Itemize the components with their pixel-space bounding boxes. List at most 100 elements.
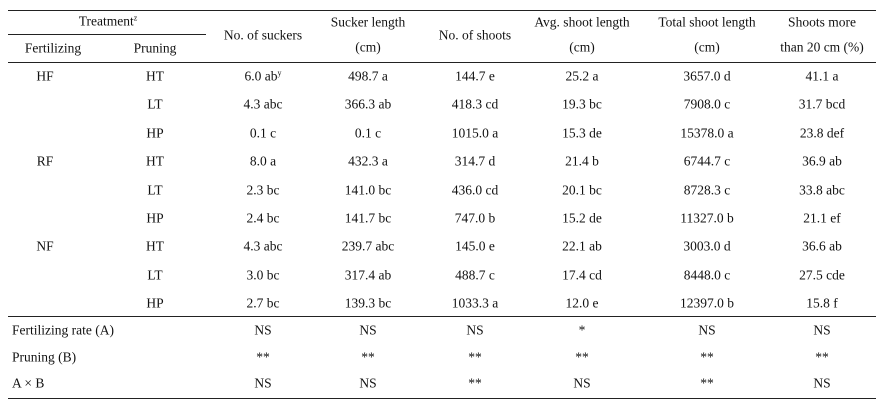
column-header: Sucker length xyxy=(330,14,406,30)
value-cell: 366.3 ab xyxy=(344,96,392,112)
stat-cell: ** xyxy=(256,349,270,364)
value-cell: 36.6 ab xyxy=(802,238,842,254)
value-cell: 436.0 cd xyxy=(451,182,499,198)
pruning-cell: LT xyxy=(147,182,163,198)
stat-cell: * xyxy=(578,322,586,338)
column-header: No. of shoots xyxy=(438,27,512,43)
pruning-cell: HT xyxy=(146,238,164,254)
pruning-cell: HT xyxy=(146,153,164,169)
value-cell: 8728.3 c xyxy=(683,182,731,198)
rule-top xyxy=(8,10,876,11)
value-cell: 8.0 a xyxy=(249,153,277,169)
value-cell: 41.1 a xyxy=(805,68,839,84)
column-header: No. of suckers xyxy=(223,27,303,43)
pruning-cell: HT xyxy=(146,68,164,84)
value-cell: 19.3 bc xyxy=(562,96,602,112)
stat-cell: NS xyxy=(359,322,377,338)
rule-treatment xyxy=(8,34,206,35)
value-cell: 2.4 bc xyxy=(246,210,280,226)
value-cell: 488.7 c xyxy=(455,267,495,283)
pruning-cell: LT xyxy=(147,267,163,283)
stat-cell: NS xyxy=(466,322,484,338)
pruning-cell: HP xyxy=(146,125,164,141)
stat-cell: NS xyxy=(359,375,377,391)
fertilizing-cell: HF xyxy=(36,68,54,84)
value-cell: 239.7 abc xyxy=(341,238,395,254)
value-cell: 0.1 c xyxy=(249,125,277,141)
column-header: Pruning xyxy=(133,40,177,56)
value-cell: 15.2 de xyxy=(562,210,602,226)
value-cell: 22.1 ab xyxy=(562,238,602,254)
pruning-cell: HP xyxy=(146,295,164,311)
value-cell: 141.7 bc xyxy=(344,210,392,226)
value-cell: 7908.0 c xyxy=(683,96,731,112)
value-cell: 314.7 d xyxy=(454,153,496,169)
stat-cell: NS xyxy=(254,322,272,338)
stat-cell: NS xyxy=(813,375,831,391)
value-cell: 1015.0 a xyxy=(451,125,499,141)
value-cell: 2.7 bc xyxy=(246,295,280,311)
column-header: Fertilizing xyxy=(24,40,82,56)
rule-bottom xyxy=(8,398,876,399)
value-cell: 31.7 bcd xyxy=(798,96,846,112)
value-cell: 145.0 e xyxy=(455,238,495,254)
column-header: Shoots more xyxy=(788,14,856,30)
pruning-cell: LT xyxy=(147,96,163,112)
value-cell: 2.3 bc xyxy=(246,182,280,198)
column-header: than 20 cm (%) xyxy=(780,39,864,55)
stat-cell: ** xyxy=(815,349,829,364)
value-cell: 15.3 de xyxy=(562,125,602,141)
stat-cell: ** xyxy=(468,349,482,364)
stat-cell: NS xyxy=(573,375,591,391)
stat-cell: NS xyxy=(813,322,831,338)
value-cell: 36.9 ab xyxy=(802,153,842,169)
value-cell: 317.4 ab xyxy=(344,267,392,283)
value-cell: 498.7 a xyxy=(348,68,388,84)
stat-label: Pruning (B) xyxy=(12,349,77,364)
value-cell: 3.0 bc xyxy=(246,267,280,283)
value-cell: 747.0 b xyxy=(454,210,496,226)
stat-cell: ** xyxy=(700,349,714,364)
value-cell: 17.4 cd xyxy=(562,267,602,283)
stat-cell: ** xyxy=(700,375,714,391)
rule-header xyxy=(8,62,876,63)
value-cell: 139.3 bc xyxy=(344,295,392,311)
value-cell: 20.1 bc xyxy=(562,182,602,198)
value-cell: 6.0 aby xyxy=(244,68,282,84)
column-header: (cm) xyxy=(355,39,381,55)
value-cell: 23.8 def xyxy=(799,125,845,141)
value-cell: 21.4 b xyxy=(565,153,599,169)
column-header: Total shoot length xyxy=(658,14,756,30)
value-cell: 0.1 c xyxy=(354,125,382,141)
fertilizing-cell: NF xyxy=(36,238,54,254)
stat-cell: NS xyxy=(254,375,272,391)
column-header: (cm) xyxy=(569,39,595,55)
value-cell: 15.8 f xyxy=(806,295,838,311)
value-cell: 6744.7 c xyxy=(683,153,731,169)
value-cell: 33.8 abc xyxy=(799,182,845,198)
rule-data xyxy=(8,316,876,317)
value-cell: 3657.0 d xyxy=(683,68,731,84)
value-cell: 1033.3 a xyxy=(451,295,499,311)
value-cell: 25.2 a xyxy=(565,68,599,84)
value-cell: 3003.0 d xyxy=(683,238,731,254)
stat-label: A × B xyxy=(12,375,45,391)
fertilizing-cell: RF xyxy=(36,153,54,169)
value-cell: 21.1 ef xyxy=(803,210,841,226)
value-cell: 15378.0 a xyxy=(680,125,734,141)
stat-cell: NS xyxy=(698,322,716,338)
value-cell: 8448.0 c xyxy=(683,267,731,283)
column-header: (cm) xyxy=(694,39,720,55)
value-cell: 432.3 a xyxy=(348,153,388,169)
value-cell: 12.0 e xyxy=(565,295,599,311)
value-cell: 4.3 abc xyxy=(243,238,283,254)
treatment-header: Treatmentz xyxy=(79,14,138,29)
footnote-mark: y xyxy=(277,68,282,78)
stat-cell: ** xyxy=(361,349,375,364)
pruning-cell: HP xyxy=(146,210,164,226)
value-cell: 12397.0 b xyxy=(680,295,734,311)
value-cell: 144.7 e xyxy=(455,68,495,84)
footnote-mark: z xyxy=(133,13,138,23)
value-cell: 11327.0 b xyxy=(680,210,734,226)
